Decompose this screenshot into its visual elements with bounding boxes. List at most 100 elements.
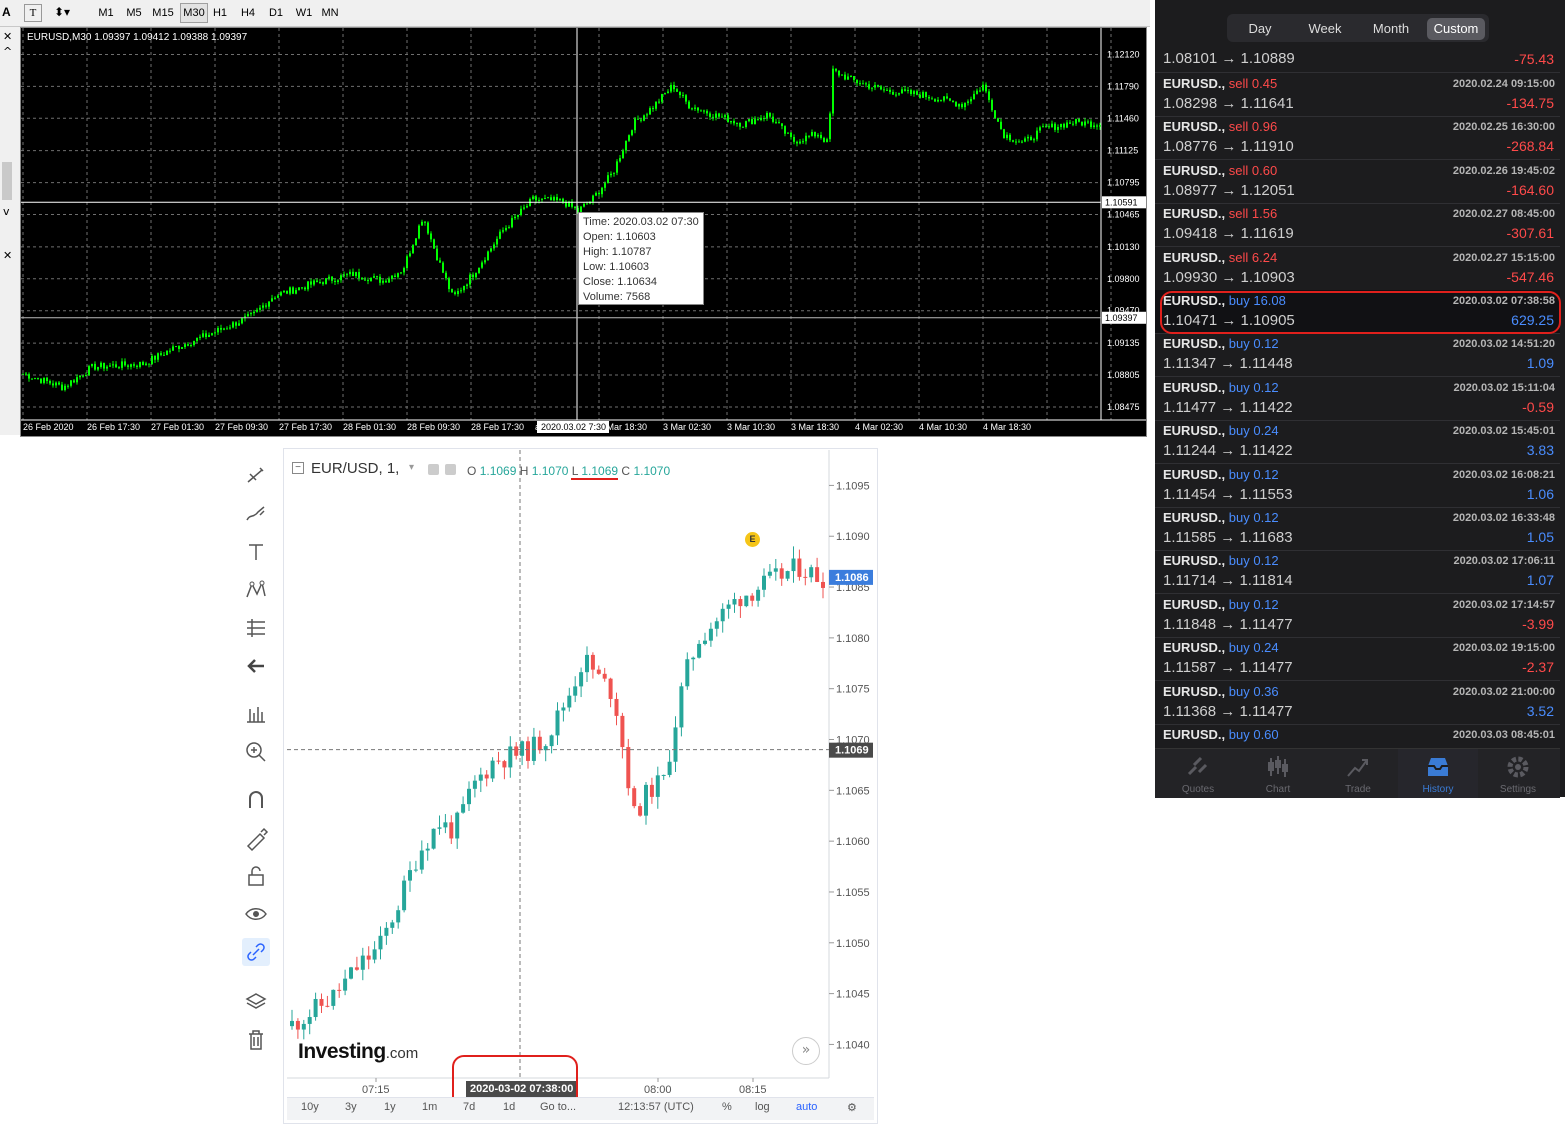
nav-trade[interactable]: Trade xyxy=(1318,749,1398,798)
auto-toggle[interactable]: auto xyxy=(796,1101,818,1113)
trade-row-partial[interactable]: 1.08101 → 1.10889 -75.43 xyxy=(1155,48,1560,73)
layers-icon[interactable] xyxy=(242,988,270,1016)
goto-button[interactable]: Go to... xyxy=(540,1101,577,1113)
candle-body xyxy=(526,206,528,208)
text-tool-icon[interactable] xyxy=(242,538,270,566)
close-icon[interactable]: ✕ xyxy=(3,249,13,262)
trade-row[interactable]: EURUSD., buy 0.12 2020.03.02 16:33:48 1.11… xyxy=(1155,507,1560,551)
trade-row[interactable]: EURUSD., sell 0.45 2020.02.24 09:15:00 1.0… xyxy=(1155,73,1560,117)
tab-week[interactable]: Week xyxy=(1308,21,1342,36)
range-7d[interactable]: 7d xyxy=(463,1101,476,1113)
tab-day[interactable]: Day xyxy=(1248,21,1272,36)
trade-row[interactable]: EURUSD., buy 0.24 2020.03.02 15:45:01 1.11… xyxy=(1155,420,1560,465)
timeframe-w1[interactable]: W1 xyxy=(295,7,313,19)
collapse-icon[interactable]: − xyxy=(292,462,304,474)
nav-chart[interactable]: Chart xyxy=(1238,749,1318,798)
measure-tool-icon[interactable] xyxy=(242,700,270,728)
scroll-up-icon[interactable]: ^ xyxy=(3,45,13,58)
link-icon[interactable] xyxy=(242,938,270,966)
lock-icon[interactable] xyxy=(242,862,270,890)
brush-tool-icon[interactable] xyxy=(242,500,270,528)
trade-row[interactable]: EURUSD., buy 0.12 2020.03.02 16:08:21 1.11… xyxy=(1155,464,1560,508)
nav-quotes[interactable]: Quotes xyxy=(1158,749,1238,798)
scroll-right-icon[interactable]: » xyxy=(792,1037,820,1065)
fib-tool-icon[interactable] xyxy=(242,614,270,642)
zoom-in-icon[interactable] xyxy=(242,738,270,766)
candle-body xyxy=(274,297,276,299)
trade-row[interactable]: EURUSD., buy 0.12 2020.03.02 17:06:11 1.11… xyxy=(1155,550,1560,595)
log-toggle[interactable]: log xyxy=(755,1101,770,1113)
trade-symbol: EURUSD., xyxy=(1163,336,1226,352)
mt4-chart-canvas[interactable]: 1.12120 1.11790 1.11460 1.11125 1.10795 1.104… xyxy=(21,28,1146,436)
candle-body xyxy=(390,922,395,928)
mt4-chart[interactable]: 1.12120 1.11790 1.11460 1.11125 1.10795 1.104… xyxy=(20,27,1147,437)
vertical-scrollbar-thumb[interactable] xyxy=(2,162,12,200)
back-arrow-icon[interactable] xyxy=(242,652,270,680)
trade-row[interactable]: EURUSD., buy 0.12 2020.03.02 14:51:20 1.11… xyxy=(1155,333,1560,378)
trend-line-tool-icon[interactable] xyxy=(242,462,270,490)
earnings-event-marker[interactable]: E xyxy=(745,532,760,547)
trade-row[interactable]: EURUSD., sell 0.96 2020.02.25 16:30:00 1.0… xyxy=(1155,116,1560,161)
source-icon[interactable] xyxy=(445,464,456,475)
trade-volume: 0.60 xyxy=(1253,727,1279,742)
candle-body xyxy=(532,196,534,199)
trade-row[interactable]: EURUSD., sell 0.60 2020.02.26 19:45:02 1.0… xyxy=(1155,160,1560,204)
nav-history[interactable]: History xyxy=(1398,749,1478,798)
eye-icon[interactable] xyxy=(242,900,270,928)
timeframe-h4[interactable]: H4 xyxy=(240,7,256,19)
range-10y[interactable]: 10y xyxy=(301,1101,319,1113)
candle-body xyxy=(655,775,660,797)
range-1y[interactable]: 1y xyxy=(384,1101,396,1113)
nav-settings[interactable]: Settings xyxy=(1478,749,1558,798)
timeframe-d1[interactable]: D1 xyxy=(268,7,284,19)
close-icon[interactable]: ✕ xyxy=(3,30,13,43)
range-1d[interactable]: 1d xyxy=(503,1101,516,1113)
pattern-tool-icon[interactable] xyxy=(242,576,270,604)
trade-row[interactable]: EURUSD., buy 0.60 2020.03.03 08:45:01 xyxy=(1155,724,1560,768)
candle-body xyxy=(313,998,318,1018)
candle-body xyxy=(1045,126,1047,128)
timeframe-m1[interactable]: M1 xyxy=(98,7,114,19)
utc-clock[interactable]: 12:13:57 (UTC) xyxy=(618,1101,694,1113)
candle-body xyxy=(397,273,399,278)
candle-body xyxy=(1036,130,1038,140)
candle-body xyxy=(403,268,405,273)
investing-chart-area[interactable]: 1.1095 1.1090 1.1085 1.1080 1.1075 1.1070 1.10… xyxy=(287,450,873,1096)
trade-row[interactable]: EURUSD., buy 16.08 2020.03.02 07:38:58 1.1… xyxy=(1155,290,1560,334)
trade-volume: 0.12 xyxy=(1253,596,1279,612)
range-3y[interactable]: 3y xyxy=(345,1101,357,1113)
trade-row[interactable]: EURUSD., buy 0.24 2020.03.02 19:15:00 1.11… xyxy=(1155,637,1560,682)
timeframe-m30[interactable]: M30 xyxy=(180,3,208,23)
candle-body xyxy=(991,99,993,111)
stay-in-drawing-icon[interactable] xyxy=(242,824,270,852)
investing-chart-canvas[interactable]: 1.1095 1.1090 1.1085 1.1080 1.1075 1.1070 1.10… xyxy=(287,450,877,1096)
candle-body xyxy=(871,87,873,89)
timeframe-m5[interactable]: M5 xyxy=(126,7,142,19)
magnet-icon[interactable] xyxy=(242,786,270,814)
text-label-tool-icon[interactable]: T xyxy=(24,4,42,22)
trade-row[interactable]: EURUSD., buy 0.12 2020.03.02 17:14:57 1.11… xyxy=(1155,594,1560,638)
trade-row[interactable]: EURUSD., sell 6.24 2020.02.27 15:15:00 1.0… xyxy=(1155,247,1560,291)
scroll-down-icon[interactable]: v xyxy=(3,205,10,218)
percent-toggle[interactable]: % xyxy=(722,1101,732,1113)
candle-body xyxy=(505,227,507,231)
tab-month[interactable]: Month xyxy=(1372,21,1410,36)
tab-custom[interactable]: Custom xyxy=(1427,18,1485,40)
arrows-tool-icon[interactable]: ⬍▾ xyxy=(54,5,71,19)
trade-row[interactable]: EURUSD., sell 1.56 2020.02.27 08:45:00 1.0… xyxy=(1155,203,1560,248)
timeframe-mn[interactable]: MN xyxy=(321,7,339,19)
timeframe-h1[interactable]: H1 xyxy=(212,7,228,19)
settings-gear-icon[interactable]: ⚙ xyxy=(847,1101,857,1114)
trash-icon[interactable] xyxy=(242,1026,270,1054)
candle-body xyxy=(1000,121,1002,130)
trade-row[interactable]: EURUSD., buy 0.12 2020.03.02 15:11:04 1.11… xyxy=(1155,377,1560,421)
font-tool-icon[interactable]: A xyxy=(2,5,11,19)
range-1m[interactable]: 1m xyxy=(422,1101,438,1113)
trade-profit: 1.05 xyxy=(1526,529,1554,545)
trade-row[interactable]: EURUSD., buy 0.36 2020.03.02 21:00:00 1.11… xyxy=(1155,681,1560,725)
settings-icon[interactable] xyxy=(428,464,439,475)
timeframe-m15[interactable]: M15 xyxy=(152,7,174,19)
history-icon xyxy=(1428,758,1448,776)
symbol-dropdown-icon[interactable]: ▾ xyxy=(409,462,415,473)
symbol-title[interactable]: EUR/USD, 1, xyxy=(311,460,400,477)
